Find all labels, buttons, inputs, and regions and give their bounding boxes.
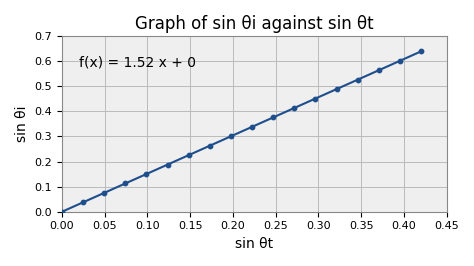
Point	[311, 97, 319, 101]
Text: f(x) = 1.52 x + 0: f(x) = 1.52 x + 0	[79, 55, 196, 69]
Point	[100, 191, 108, 195]
Point	[417, 49, 425, 53]
X-axis label: sin θt: sin θt	[235, 237, 273, 251]
Point	[248, 125, 256, 129]
Point	[79, 200, 87, 204]
Point	[143, 172, 150, 176]
Title: Graph of sin θi against sin θt: Graph of sin θi against sin θt	[135, 15, 374, 33]
Point	[291, 106, 298, 110]
Point	[227, 134, 235, 138]
Point	[333, 87, 340, 91]
Y-axis label: sin θi: sin θi	[15, 106, 29, 142]
Point	[185, 153, 192, 157]
Point	[269, 115, 277, 119]
Point	[206, 144, 214, 148]
Point	[164, 163, 172, 167]
Point	[396, 59, 404, 63]
Point	[58, 210, 66, 214]
Point	[354, 78, 362, 82]
Point	[375, 68, 383, 72]
Point	[122, 181, 129, 186]
